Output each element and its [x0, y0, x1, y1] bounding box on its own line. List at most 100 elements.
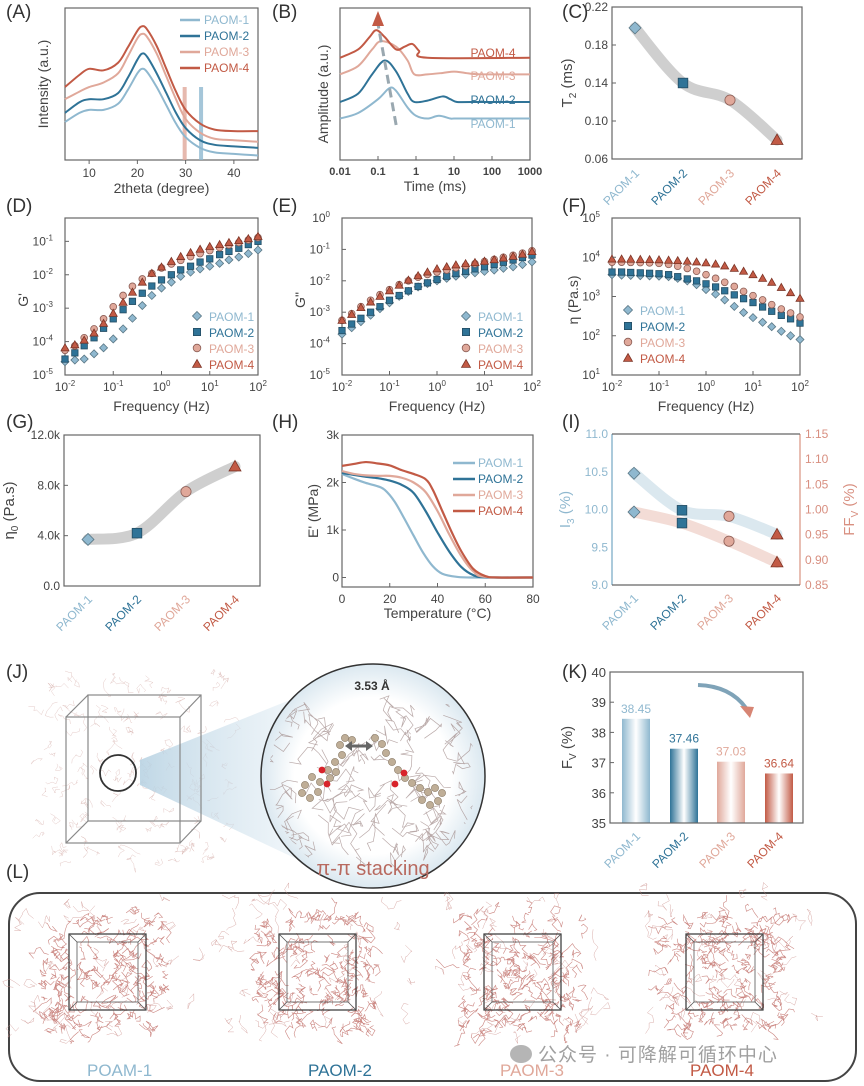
watermark: 公众号 · 可降解可循环中心	[510, 1040, 778, 1067]
tick-label: 10-2	[55, 379, 76, 394]
panel-label-l: (L)	[6, 862, 30, 883]
box-outline	[483, 933, 562, 1011]
trend-band-i3	[628, 467, 783, 540]
category-label: PAOM-4	[744, 829, 786, 871]
panel-label-h: (H)	[272, 412, 299, 433]
box-edge	[483, 1001, 493, 1011]
marker-square	[128, 297, 137, 305]
marker-square	[777, 311, 785, 319]
box-edge	[278, 933, 288, 943]
panel-label-e: (E)	[272, 196, 298, 217]
legend-label: PAOM-1	[478, 310, 523, 324]
network-strands	[249, 897, 383, 1045]
y-axis-label: Intensity (a.u.)	[35, 40, 51, 129]
series-line-paom-2	[64, 52, 259, 149]
marker-triangle	[470, 257, 480, 266]
carbon-atom	[388, 758, 396, 766]
series-line-paom-4	[341, 460, 534, 579]
marker-diamond	[79, 354, 89, 364]
box-outline	[68, 933, 147, 1011]
marker-triangle	[166, 256, 177, 265]
trend-band	[82, 460, 241, 545]
tick-label: 10-4	[310, 336, 331, 351]
tick-label: 11.0	[586, 427, 609, 441]
marker-square	[404, 287, 413, 295]
tick-label: 40	[227, 166, 241, 180]
category-label: PAOM-4	[742, 591, 784, 633]
data-label: 37.46	[669, 732, 699, 746]
simulation-box	[65, 694, 202, 844]
marker-diamond	[185, 267, 196, 277]
box-edge	[137, 933, 147, 943]
series-line-paom-3	[341, 470, 534, 579]
carbon-atom	[371, 734, 379, 742]
marker-diamond	[118, 324, 128, 334]
chart-g-zero-shear-viscosity: 0.0 4.0k 8.0k 12.0k PAOM-1 PAOM-2 PAOM-3 PAOM-4…	[1, 428, 261, 634]
tick-label: 101	[476, 379, 494, 394]
category-label: PAOM-2	[649, 829, 691, 871]
marker-square	[683, 275, 691, 283]
marker-triangle	[748, 269, 758, 279]
distance-label: 3.53 Å	[354, 678, 390, 693]
marker-square	[461, 327, 470, 336]
marker-triangle	[795, 293, 805, 302]
chain-snapshot	[2, 894, 205, 1045]
box-inner	[286, 941, 349, 1003]
carbon-atom	[298, 789, 306, 797]
trend-band	[629, 22, 783, 146]
marker-square	[739, 295, 748, 303]
marker-circle	[692, 267, 701, 276]
marker-diamond	[527, 257, 537, 267]
series-line-paom-1	[64, 67, 259, 157]
tick-label: 10	[448, 166, 460, 178]
category-label: PAOM-2	[102, 592, 144, 634]
tick-label: 12.0k	[31, 428, 61, 442]
aromatic-molecules	[298, 734, 446, 809]
marker-triangle	[127, 287, 138, 296]
tick-label: 10-1	[103, 379, 124, 394]
marker-square	[186, 262, 195, 270]
marker-diamond	[156, 283, 167, 293]
marker-diamond	[517, 259, 528, 270]
marker-triangle	[757, 273, 768, 282]
tick-label: 0.95	[805, 528, 829, 542]
series-line-paom-3	[64, 32, 259, 143]
marker-diamond	[628, 21, 642, 35]
marker-triangle	[508, 251, 518, 260]
tick-label: 10-1	[310, 241, 331, 256]
panel-j-md-snapshot: 3.53 Å π-π stacking	[28, 663, 486, 889]
marker-diamond	[191, 310, 203, 322]
plot-frame	[609, 671, 804, 824]
marker-square	[674, 273, 682, 281]
carbon-atom	[434, 797, 442, 805]
pi-pi-stacking-label: π-π stacking	[316, 858, 429, 880]
tick-label: 36	[592, 786, 606, 801]
carbon-atom	[308, 773, 316, 781]
marker-circle	[720, 278, 729, 287]
marker-circle	[730, 282, 739, 291]
carbon-atom	[426, 801, 434, 809]
box-edge	[278, 1001, 288, 1011]
marker-triangle	[228, 459, 242, 472]
data-label: 37.03	[716, 745, 746, 759]
marker-square	[119, 306, 127, 314]
marker-diamond	[81, 532, 95, 547]
tick-label: 0.01	[329, 166, 350, 178]
marker-triangle	[384, 286, 395, 295]
marker-triangle	[710, 259, 721, 268]
marker-diamond	[786, 331, 796, 341]
marker-square	[167, 271, 175, 279]
marker-triangle	[89, 328, 99, 337]
marker-triangle	[770, 555, 784, 568]
tick-label: 35	[592, 816, 606, 831]
tick-label: 0.85	[805, 578, 829, 592]
box-edge	[552, 1001, 562, 1011]
marker-triangle	[479, 256, 490, 265]
curve-label: PAOM-4	[470, 46, 515, 60]
marker-square	[721, 287, 729, 295]
legend-label: PAOM-2	[478, 472, 523, 486]
category-label: PAOM-1	[599, 591, 641, 633]
marker-circle	[180, 486, 192, 498]
box-edge	[347, 1001, 357, 1011]
marker-triangle	[460, 258, 471, 268]
